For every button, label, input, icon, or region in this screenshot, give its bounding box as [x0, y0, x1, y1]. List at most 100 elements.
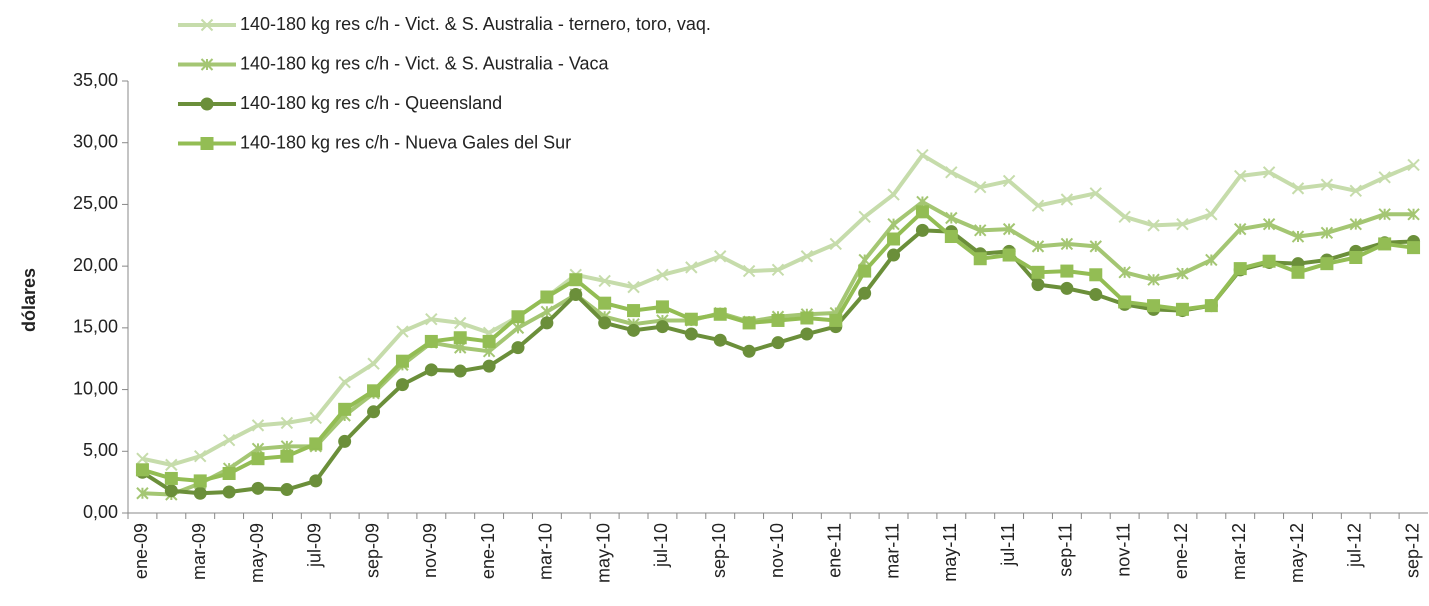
point	[165, 458, 178, 472]
point	[1089, 240, 1102, 253]
x-tick-label: mar-09	[189, 523, 209, 580]
y-tick-label: 20,00	[73, 255, 118, 275]
point	[136, 452, 149, 465]
point	[424, 334, 438, 348]
point	[280, 449, 294, 463]
legend-label: 140-180 kg res c/h - Queensland	[240, 93, 502, 113]
x-tick-label: mar-11	[882, 523, 902, 579]
point	[1031, 240, 1045, 253]
point	[627, 280, 640, 294]
point	[829, 237, 842, 251]
x-tick-label: ene-10	[478, 523, 498, 579]
y-tick-label: 35,00	[73, 70, 118, 90]
point	[1147, 219, 1160, 232]
point	[200, 18, 214, 32]
point	[453, 364, 467, 378]
point	[309, 474, 323, 488]
point	[944, 230, 958, 244]
point	[1060, 193, 1074, 206]
point	[540, 316, 554, 330]
point	[367, 405, 381, 419]
point	[1320, 226, 1334, 240]
point	[424, 363, 438, 377]
x-tick-label: ene-11	[825, 523, 845, 578]
x-tick-label: sep-12	[1402, 523, 1422, 578]
point	[655, 300, 669, 314]
point	[396, 325, 409, 338]
point	[598, 274, 611, 288]
point	[1291, 182, 1305, 195]
x-tick-label: nov-10	[767, 523, 787, 578]
point	[1002, 248, 1016, 262]
point	[251, 481, 265, 495]
x-tick-label: jul-12	[1345, 523, 1365, 568]
point	[771, 336, 785, 350]
point	[1118, 295, 1132, 309]
point	[1118, 266, 1131, 279]
point	[1060, 281, 1074, 295]
point	[713, 333, 727, 347]
y-tick-label: 30,00	[73, 131, 118, 151]
point	[1176, 217, 1189, 231]
point	[1002, 222, 1016, 236]
y-tick-label: 25,00	[73, 193, 118, 213]
point	[1060, 264, 1074, 278]
point	[945, 166, 958, 179]
point	[309, 437, 323, 451]
point	[1089, 268, 1103, 282]
point	[280, 416, 294, 430]
legend-label: 140-180 kg res c/h - Vict. & S. Australi…	[240, 53, 609, 73]
point	[482, 359, 496, 373]
point	[1147, 299, 1161, 313]
point	[425, 313, 438, 326]
point	[1175, 302, 1189, 316]
point	[540, 305, 554, 319]
point	[858, 253, 871, 267]
y-tick-label: 0,00	[83, 502, 118, 522]
point	[973, 252, 987, 266]
point	[858, 286, 872, 300]
x-tick-label: may-11	[940, 523, 960, 582]
point	[222, 433, 236, 447]
point	[194, 450, 207, 463]
point	[1262, 166, 1276, 179]
point	[1233, 262, 1247, 276]
point	[1204, 299, 1218, 313]
point	[1349, 217, 1362, 231]
point	[1002, 174, 1016, 188]
point	[482, 334, 496, 348]
point	[251, 419, 265, 432]
line	[142, 153, 1415, 467]
point	[251, 452, 265, 466]
x-tick-label: ene-12	[1171, 523, 1191, 579]
point	[1089, 288, 1103, 302]
y-tick-label: 10,00	[73, 378, 118, 398]
point	[1378, 171, 1391, 184]
point	[1378, 237, 1392, 251]
x-tick-label: jul-09	[305, 523, 325, 568]
point	[627, 323, 641, 337]
point	[800, 311, 814, 325]
series	[136, 148, 1420, 472]
x-tick-label: mar-12	[1229, 523, 1249, 580]
point	[627, 304, 641, 318]
point	[1407, 158, 1420, 172]
point	[1262, 217, 1276, 231]
point	[598, 296, 612, 310]
point	[742, 344, 756, 358]
point	[200, 97, 214, 111]
series	[135, 223, 1421, 500]
point	[453, 331, 467, 345]
x-tick-label: sep-11	[1056, 523, 1076, 577]
point	[511, 321, 525, 335]
point	[454, 316, 467, 330]
point	[1407, 241, 1421, 255]
y-tick-label: 5,00	[83, 440, 118, 460]
point	[1349, 184, 1362, 198]
x-tick-label: may-10	[593, 523, 613, 583]
point	[742, 316, 756, 330]
point	[1407, 208, 1420, 221]
x-tick-label: nov-11	[1113, 523, 1133, 577]
x-tick-label: nov-09	[420, 523, 440, 578]
